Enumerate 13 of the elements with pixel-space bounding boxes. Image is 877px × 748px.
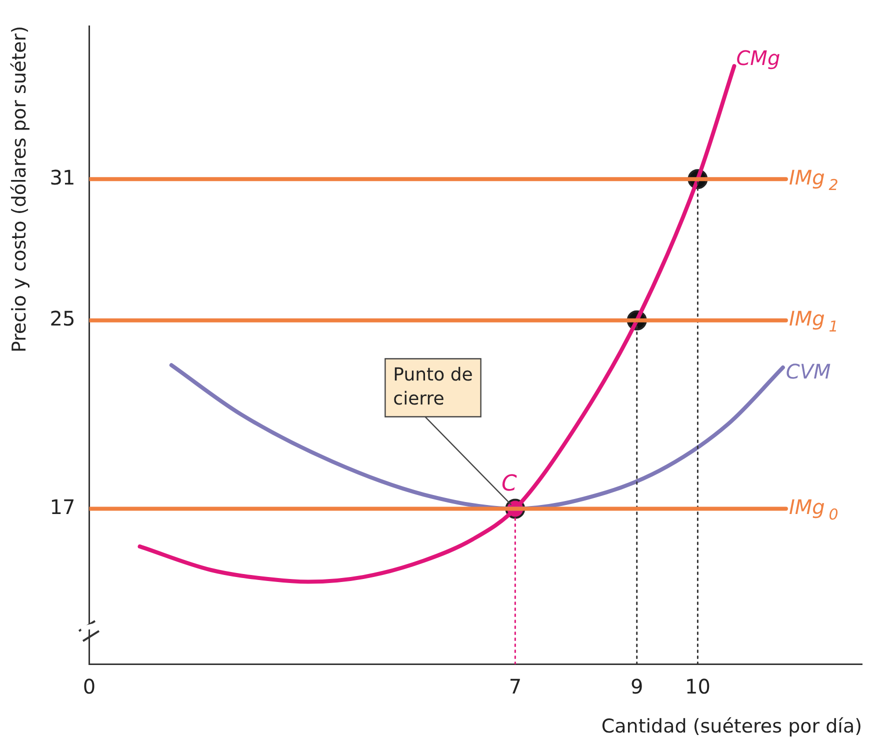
x-tick-label: 10 — [684, 674, 710, 698]
y-tick-label: 17 — [50, 494, 76, 519]
x-tick-label: 9 — [630, 674, 644, 698]
y-axis-title: Precio y costo (dólares por suéter) — [8, 26, 30, 353]
annotation: Punto de cierre — [393, 364, 473, 410]
x-tick-label: 7 — [508, 674, 522, 698]
series-label: CMg — [736, 46, 780, 70]
x-axis-title: Cantidad (suéteres por día) — [601, 716, 862, 738]
series-label: C — [501, 471, 518, 496]
y-tick-label: 31 — [50, 165, 76, 190]
y-tick-label: 25 — [50, 306, 76, 331]
x-tick-label: 0 — [82, 674, 96, 698]
series-label: CVM — [786, 360, 831, 384]
